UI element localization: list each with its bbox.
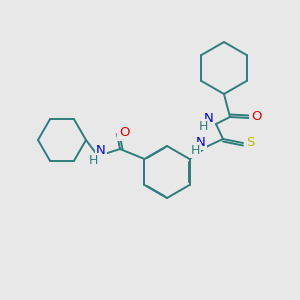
Text: S: S (246, 136, 254, 149)
Text: O: O (119, 127, 129, 140)
Text: H: H (88, 154, 98, 167)
Text: N: N (96, 143, 106, 157)
Text: N: N (204, 112, 214, 125)
Text: O: O (251, 110, 261, 122)
Text: H: H (198, 121, 208, 134)
Text: N: N (196, 136, 206, 148)
Text: H: H (190, 143, 200, 157)
